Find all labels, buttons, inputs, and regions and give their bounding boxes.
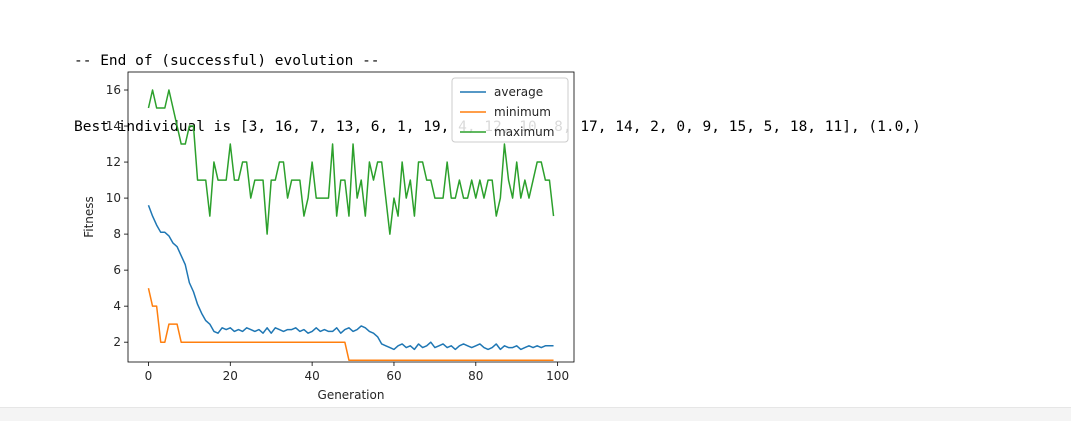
x-tick-label-0: 0 xyxy=(145,369,153,383)
legend-box xyxy=(451,77,569,143)
y-tick-label-2: 2 xyxy=(113,335,121,349)
legend-label-maximum: maximum xyxy=(494,125,554,139)
output-line-end-of-evolution: -- End of (successful) evolution -- xyxy=(74,53,380,69)
x-tick-label-20: 20 xyxy=(223,369,238,383)
y-tick-label-6: 6 xyxy=(113,263,121,277)
x-tick-label-60: 60 xyxy=(386,369,401,383)
x-tick-label-100: 100 xyxy=(546,369,569,383)
series-line-maximum xyxy=(147,89,555,235)
plot-frame xyxy=(127,71,575,363)
y-tick-label-16: 16 xyxy=(106,83,121,97)
x-axis-label: Generation xyxy=(318,388,385,402)
plot-layer: 0 20 40 60 80 100 2 4 6 8 10 12 14 16 Generation Fitnes… xyxy=(82,71,575,402)
y-axis-label: Fitness xyxy=(82,196,96,238)
console-output: -- End of (successful) evolution -- Best… xyxy=(74,6,921,160)
y-tick-label-12: 12 xyxy=(106,155,121,169)
series-line-average xyxy=(147,205,554,351)
x-tick-label-80: 80 xyxy=(468,369,483,383)
y-tick-label-8: 8 xyxy=(113,227,121,241)
legend-label-average: average xyxy=(494,85,543,99)
x-tick-label-40: 40 xyxy=(304,369,319,383)
output-line-best-individual: Best individual is [3, 16, 7, 13, 6, 1, … xyxy=(74,119,921,135)
y-tick-label-10: 10 xyxy=(106,191,121,205)
series-line-minimum xyxy=(147,287,554,361)
y-tick-label-14: 14 xyxy=(106,119,121,133)
legend-label-minimum: minimum xyxy=(494,105,551,119)
y-tick-label-4: 4 xyxy=(113,299,121,313)
scrollbar-strip xyxy=(0,407,1071,421)
